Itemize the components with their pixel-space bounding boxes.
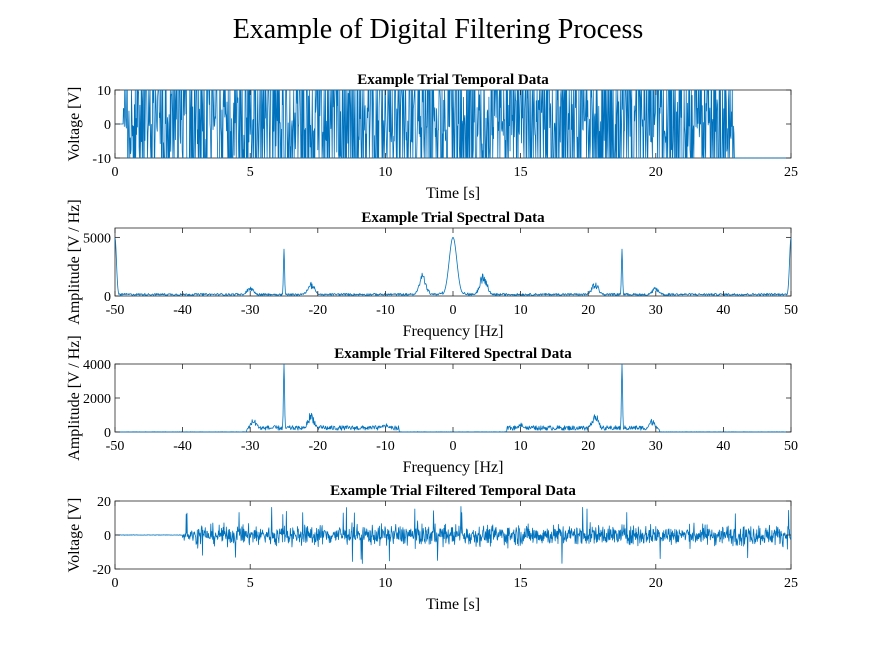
x-tick-label: 10 [514,303,528,318]
x-tick-label: 40 [716,303,730,318]
x-tick-label: 30 [649,439,663,454]
y-tick-label: 2000 [83,392,111,407]
series-line [115,506,791,564]
x-axis-label: Frequency [Hz] [403,323,504,340]
x-tick-label: 20 [581,439,595,454]
y-tick-label: 5000 [83,231,111,246]
x-tick-label: -50 [106,439,125,454]
x-tick-label: -10 [376,303,395,318]
y-tick-label: 10 [97,84,111,99]
y-axis-label: Amplitude [V / Hz] [66,335,83,460]
y-axis-label: Amplitude [V / Hz] [66,199,83,324]
x-tick-label: -40 [173,439,192,454]
x-tick-label: 10 [514,439,528,454]
subplot-spectral: -50 -40 -30 -20 -10 0 10 20 30 40 50 0 5000 Example T… [66,199,798,340]
y-axis-label: Voltage [V] [66,498,83,573]
x-tick-label: 40 [716,439,730,454]
y-tick-label: 20 [97,495,111,510]
x-tick-label: 10 [378,576,392,591]
axes-title: Example Trial Spectral Data [361,210,545,226]
series-line [115,236,791,296]
x-tick-label: -40 [173,303,192,318]
y-tick-label: -20 [92,563,111,578]
x-tick-label: 0 [112,165,119,180]
x-tick-label: 10 [378,165,392,180]
y-tick-label: -10 [92,152,111,167]
x-tick-label: -20 [308,439,327,454]
x-tick-label: -30 [241,439,260,454]
y-axis-label: Voltage [V] [66,87,83,162]
x-tick-label: 15 [514,165,528,180]
x-tick-label: 5 [247,576,254,591]
y-tick-label: 4000 [83,358,111,373]
axes-box [114,363,792,433]
x-tick-label: -30 [241,303,260,318]
axes-title: Example Trial Filtered Temporal Data [330,483,576,499]
x-tick-label: 25 [784,576,798,591]
y-tick-label: 0 [104,426,111,441]
x-tick-label: 15 [514,576,528,591]
x-tick-label: 0 [112,576,119,591]
x-tick-label: -10 [376,439,395,454]
x-tick-label: 20 [649,165,663,180]
x-axis-label: Time [s] [426,596,480,613]
axes-title: Example Trial Filtered Spectral Data [334,346,572,362]
figure-title: Example of Digital Filtering Process [233,14,644,45]
x-tick-label: 30 [649,303,663,318]
x-axis-label: Time [s] [426,185,480,202]
x-tick-label: 0 [450,439,457,454]
x-tick-label: -50 [106,303,125,318]
subplot-filtered_spectral: -50 -40 -30 -20 -10 0 10 20 30 40 50 0 2000 4000 Examp… [66,335,798,476]
x-tick-label: 5 [247,165,254,180]
y-tick-label: 0 [104,290,111,305]
series-line [115,89,791,159]
y-tick-label: 0 [104,529,111,544]
y-tick-label: 0 [104,118,111,133]
x-axis-label: Frequency [Hz] [403,459,504,476]
axes-title: Example Trial Temporal Data [357,72,549,88]
x-tick-label: -20 [308,303,327,318]
x-tick-label: 50 [784,439,798,454]
x-tick-label: 25 [784,165,798,180]
axes-box [114,227,792,297]
x-tick-label: 20 [649,576,663,591]
x-tick-label: 0 [450,303,457,318]
x-tick-label: 50 [784,303,798,318]
x-tick-label: 20 [581,303,595,318]
